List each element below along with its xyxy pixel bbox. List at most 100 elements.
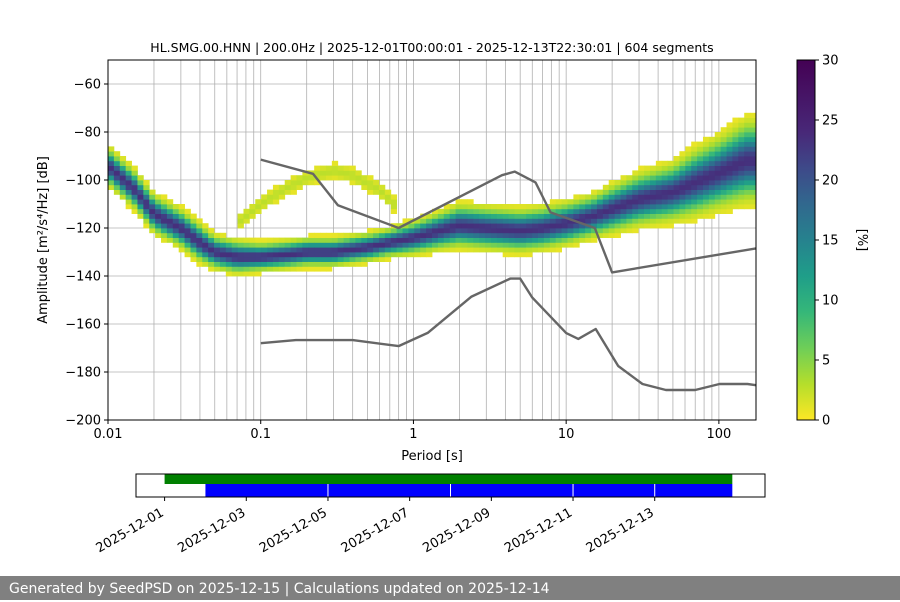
- heatmap-cell: [367, 189, 374, 195]
- heatmap-cell: [555, 204, 562, 210]
- heatmap-cell: [414, 237, 421, 243]
- heatmap-cell: [614, 199, 621, 205]
- heatmap-cell: [708, 199, 716, 205]
- heatmap-cell: [655, 170, 663, 176]
- heatmap-cell: [720, 127, 727, 133]
- heatmap-cell: [738, 156, 745, 162]
- heatmap-cell: [708, 151, 716, 157]
- heatmap-cell: [367, 180, 374, 186]
- heatmap-cell: [708, 146, 716, 152]
- heatmap-cell: [638, 208, 645, 214]
- heatmap-cell: [691, 194, 698, 200]
- heatmap-cell: [237, 271, 244, 277]
- heatmap-cell: [432, 218, 439, 224]
- heatmap-cell: [661, 208, 669, 214]
- heatmap-cell: [579, 218, 586, 224]
- heatmap-cell: [378, 184, 386, 190]
- heatmap-cell: [685, 165, 692, 171]
- y-tick-label: −120: [65, 222, 101, 237]
- heatmap-cell: [708, 136, 716, 142]
- heatmap-cell: [614, 194, 621, 200]
- heatmap-cell: [726, 165, 733, 171]
- heatmap-cell: [508, 213, 515, 219]
- heatmap-cell: [514, 208, 521, 214]
- heatmap-cell: [526, 232, 533, 238]
- heatmap-cell: [649, 208, 657, 214]
- heatmap-cell: [131, 184, 138, 190]
- heatmap-cell: [420, 237, 427, 243]
- heatmap-cell: [691, 189, 698, 195]
- heatmap-cell: [638, 170, 645, 176]
- heatmap-cell: [602, 232, 610, 238]
- heatmap-cell: [290, 237, 297, 243]
- heatmap-cell: [149, 223, 156, 229]
- heatmap-cell: [278, 247, 286, 253]
- heatmap-cell: [673, 189, 680, 195]
- heatmap-cell: [449, 204, 456, 210]
- heatmap-cell: [143, 223, 150, 229]
- noise-model-line-nlnm: [260, 277, 756, 392]
- heatmap-cell: [655, 189, 663, 195]
- heatmap-cell: [249, 252, 256, 258]
- heatmap-cell: [243, 218, 250, 224]
- heatmap-cell: [661, 223, 669, 229]
- heatmap-cell: [243, 252, 250, 258]
- heatmap-cell: [267, 242, 274, 248]
- heatmap-cell: [402, 232, 409, 238]
- heatmap-cell: [331, 175, 339, 181]
- heatmap-cell: [426, 218, 433, 224]
- heatmap-cell: [255, 261, 262, 267]
- heatmap-cell: [449, 237, 456, 243]
- heatmap-cell: [373, 232, 380, 238]
- heatmap-cell: [108, 165, 115, 171]
- heatmap-cell: [538, 247, 545, 253]
- heatmap-cell: [520, 204, 527, 210]
- heatmap-cell: [249, 213, 256, 219]
- heatmap-cell: [691, 199, 698, 205]
- heatmap-cell: [402, 252, 409, 258]
- heatmap-cell: [237, 247, 244, 253]
- heatmap-cell: [437, 242, 445, 248]
- heatmap-cell: [426, 242, 433, 248]
- heatmap-cell: [744, 156, 751, 162]
- heatmap-cell: [750, 132, 756, 138]
- heatmap-cell: [296, 261, 303, 267]
- heatmap-cell: [750, 127, 756, 133]
- heatmap-cell: [685, 160, 692, 166]
- heatmap-cell: [272, 247, 280, 253]
- heatmap-cell: [573, 237, 580, 243]
- heatmap-cell: [455, 242, 462, 248]
- heatmap-cell: [296, 175, 303, 181]
- heatmap-cell: [720, 156, 727, 162]
- heatmap-cell: [243, 247, 250, 253]
- heatmap-cell: [278, 261, 286, 267]
- heatmap-cell: [638, 218, 645, 224]
- heatmap-cell: [614, 208, 621, 214]
- heatmap-cell: [626, 213, 633, 219]
- heatmap-cell: [455, 213, 462, 219]
- heatmap-cell: [726, 151, 733, 157]
- heatmap-cell: [496, 247, 504, 253]
- heatmap-cell: [467, 199, 474, 205]
- heatmap-cell: [738, 194, 745, 200]
- heatmap-cell: [744, 170, 751, 176]
- heatmap-cell: [361, 242, 368, 248]
- heatmap-cell: [579, 208, 586, 214]
- heatmap-cell: [485, 242, 492, 248]
- heatmap-cell: [732, 122, 739, 128]
- heatmap-cell: [732, 151, 739, 157]
- heatmap-cell: [585, 213, 592, 219]
- heatmap-cell: [308, 261, 315, 267]
- heatmap-cell: [237, 218, 244, 224]
- heatmap-cell: [602, 204, 610, 210]
- y-axis-label: Amplitude [m²/s⁴/Hz] [dB]: [36, 156, 51, 324]
- heatmap-cell: [514, 223, 521, 229]
- heatmap-cell: [143, 218, 150, 224]
- heatmap-cell: [697, 175, 704, 181]
- heatmap-cell: [726, 146, 733, 152]
- heatmap-cell: [308, 266, 315, 272]
- heatmap-cell: [155, 208, 162, 214]
- heatmap-cell: [214, 252, 221, 258]
- heatmap-cell: [426, 252, 433, 258]
- heatmap-cell: [614, 204, 621, 210]
